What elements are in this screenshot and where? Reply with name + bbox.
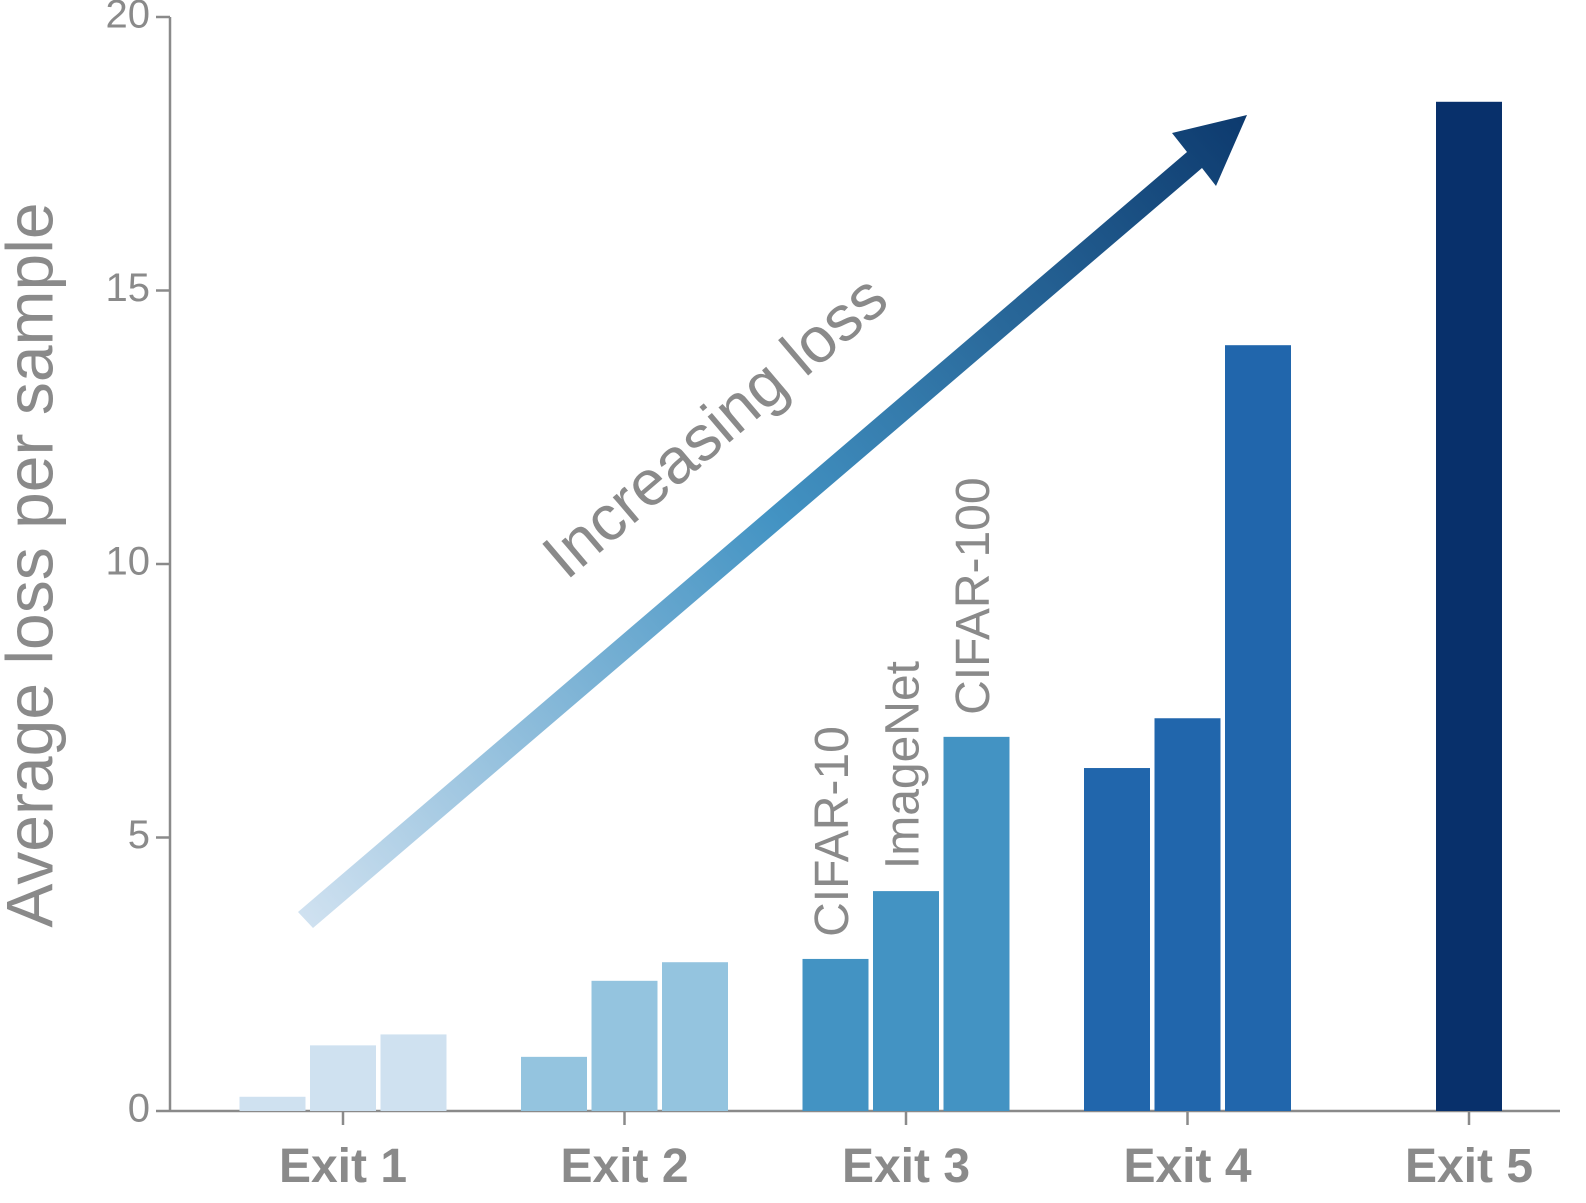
series-label: CIFAR-10 bbox=[806, 726, 859, 937]
bar bbox=[802, 958, 869, 1111]
bar bbox=[521, 1056, 587, 1111]
bar bbox=[873, 891, 939, 1111]
y-tick-label: 10 bbox=[106, 540, 151, 584]
y-tick-label: 15 bbox=[106, 266, 151, 310]
annotation: Increasing loss bbox=[529, 260, 901, 591]
x-tick-label: Exit 3 bbox=[842, 1140, 970, 1193]
bar bbox=[943, 736, 1010, 1111]
bar bbox=[1154, 718, 1221, 1111]
bar bbox=[1436, 101, 1502, 1111]
series-label: CIFAR-100 bbox=[947, 477, 1000, 714]
bar bbox=[310, 1045, 376, 1111]
y-axis-label: Average loss per sample bbox=[0, 202, 66, 927]
x-tick-label: Exit 5 bbox=[1405, 1140, 1533, 1193]
x-tick-label: Exit 1 bbox=[279, 1140, 407, 1193]
x-tick-label: Exit 4 bbox=[1123, 1140, 1251, 1193]
y-tick-label: 20 bbox=[106, 0, 151, 37]
bar bbox=[1225, 345, 1291, 1111]
bar bbox=[662, 962, 728, 1111]
y-tick-label: 5 bbox=[128, 813, 150, 857]
bar bbox=[239, 1096, 306, 1111]
series-label: ImageNet bbox=[877, 661, 930, 869]
bar bbox=[380, 1034, 447, 1111]
y-tick-label: 0 bbox=[128, 1087, 150, 1131]
bar bbox=[1084, 768, 1150, 1111]
bar bbox=[591, 980, 658, 1111]
trend-arrow bbox=[298, 115, 1247, 928]
x-tick-label: Exit 2 bbox=[560, 1140, 688, 1193]
